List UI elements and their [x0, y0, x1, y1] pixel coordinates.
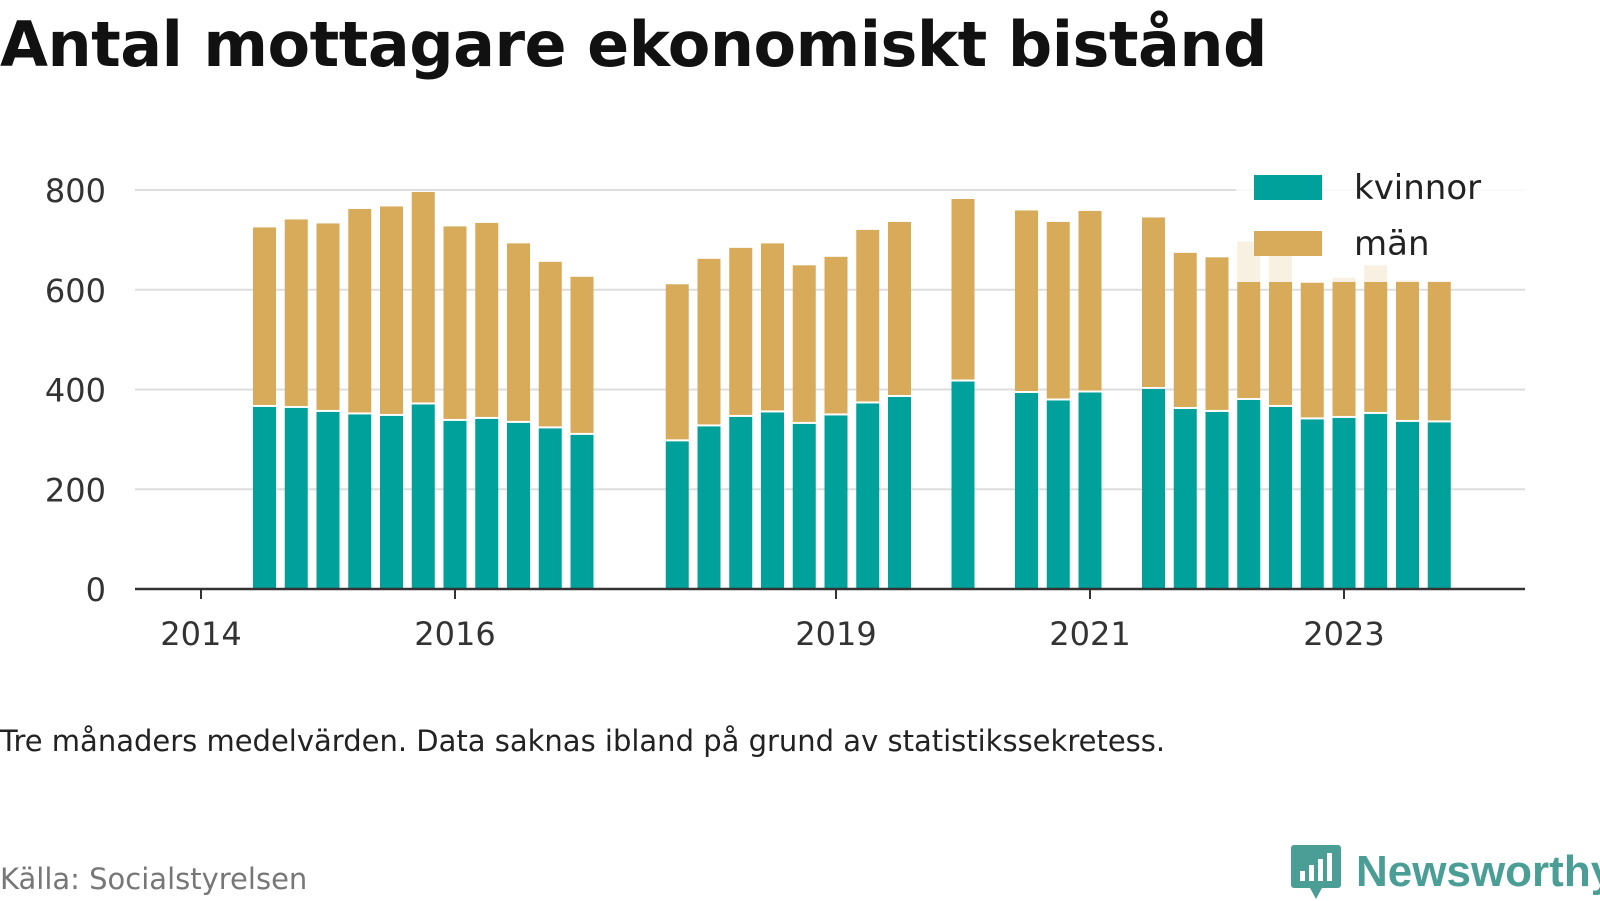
bar-kvinnor: [824, 415, 848, 589]
y-tick-label: 200: [45, 471, 106, 509]
legend-swatch-man: [1254, 231, 1322, 256]
bar-man: [1427, 281, 1451, 421]
bar-man: [538, 261, 562, 427]
bar-man: [284, 219, 308, 406]
bar-kvinnor: [1205, 411, 1229, 589]
bar-kvinnor: [348, 414, 372, 589]
bar-man: [348, 208, 372, 413]
bar-man: [411, 191, 435, 403]
bar-kvinnor: [1237, 399, 1261, 589]
bar-man: [761, 243, 784, 411]
legend-label-man: män: [1354, 224, 1430, 264]
bar-man: [1205, 257, 1229, 410]
bar-kvinnor: [253, 406, 276, 589]
x-tick-label: 2016: [414, 615, 495, 653]
bar-kvinnor: [761, 412, 784, 589]
bar-man: [824, 256, 848, 414]
bar-kvinnor: [1015, 392, 1038, 589]
bar-man: [792, 265, 816, 422]
bar-kvinnor: [507, 422, 530, 589]
legend-label-kvinnor: kvinnor: [1354, 168, 1481, 208]
bar-kvinnor: [411, 404, 435, 589]
bar-man: [1078, 210, 1102, 391]
bar-man: [1142, 217, 1165, 388]
bar-man: [729, 247, 753, 415]
bar-man: [1269, 244, 1292, 405]
bar-man: [951, 198, 975, 380]
bar-man: [697, 258, 721, 425]
bar-kvinnor: [380, 415, 403, 589]
bar-kvinnor: [316, 411, 340, 589]
bar-man: [1173, 252, 1197, 407]
bar-kvinnor: [475, 418, 499, 589]
bar-man: [316, 223, 340, 410]
newsworthy-logo-icon: [1291, 845, 1341, 899]
bar-man: [507, 243, 530, 421]
bar-kvinnor: [665, 441, 689, 589]
bar-kvinnor: [538, 428, 562, 589]
bar-man: [1015, 210, 1038, 391]
bar-man: [253, 227, 276, 405]
bar-man: [1364, 265, 1388, 412]
bar-man: [1396, 280, 1419, 420]
chart-source: Källa: Socialstyrelsen: [0, 862, 308, 896]
bar-man: [570, 276, 594, 433]
bar-man: [888, 221, 911, 395]
y-tick-label: 600: [45, 272, 106, 310]
chart-title: Antal mottagare ekonomiskt bistånd: [0, 8, 1267, 81]
bar-kvinnor: [1300, 419, 1324, 589]
y-tick-label: 400: [45, 372, 106, 410]
x-tick-label: 2023: [1303, 615, 1384, 653]
bar-man: [1046, 221, 1070, 399]
bar-kvinnor: [888, 396, 911, 589]
bar-kvinnor: [1046, 400, 1070, 589]
newsworthy-brand[interactable]: Newsworthy: [1290, 843, 1600, 901]
bar-kvinnor: [1332, 417, 1356, 589]
bar-kvinnor: [951, 381, 975, 589]
bar-kvinnor: [284, 407, 308, 589]
bar-kvinnor: [1173, 408, 1197, 589]
bar-man: [856, 229, 880, 402]
x-tick-label: 2021: [1049, 615, 1130, 653]
chart-note: Tre månaders medelvärden. Data saknas ib…: [0, 724, 1166, 758]
bar-man: [380, 206, 403, 414]
y-tick-label: 0: [86, 571, 106, 609]
bar-kvinnor: [729, 416, 753, 589]
bar-kvinnor: [856, 403, 880, 589]
bar-kvinnor: [570, 434, 594, 589]
x-tick-label: 2014: [160, 615, 241, 653]
y-tick-label: 800: [45, 172, 106, 210]
bar-kvinnor: [1078, 392, 1102, 589]
bar-kvinnor: [1427, 422, 1451, 589]
legend-swatch-kvinnor: [1254, 175, 1322, 200]
bar-kvinnor: [1364, 413, 1388, 589]
bar-kvinnor: [443, 420, 467, 589]
x-tick-label: 2019: [795, 615, 876, 653]
bar-kvinnor: [1269, 406, 1292, 589]
bar-kvinnor: [792, 423, 816, 589]
bar-man: [665, 284, 689, 440]
brand-name: Newsworthy: [1356, 847, 1600, 896]
bar-man: [443, 226, 467, 419]
bar-kvinnor: [1142, 389, 1165, 589]
bar-man: [1300, 282, 1324, 418]
bar-kvinnor: [697, 426, 721, 589]
bar-kvinnor: [1396, 421, 1419, 589]
bar-man: [1332, 277, 1356, 416]
bar-man: [475, 222, 499, 417]
